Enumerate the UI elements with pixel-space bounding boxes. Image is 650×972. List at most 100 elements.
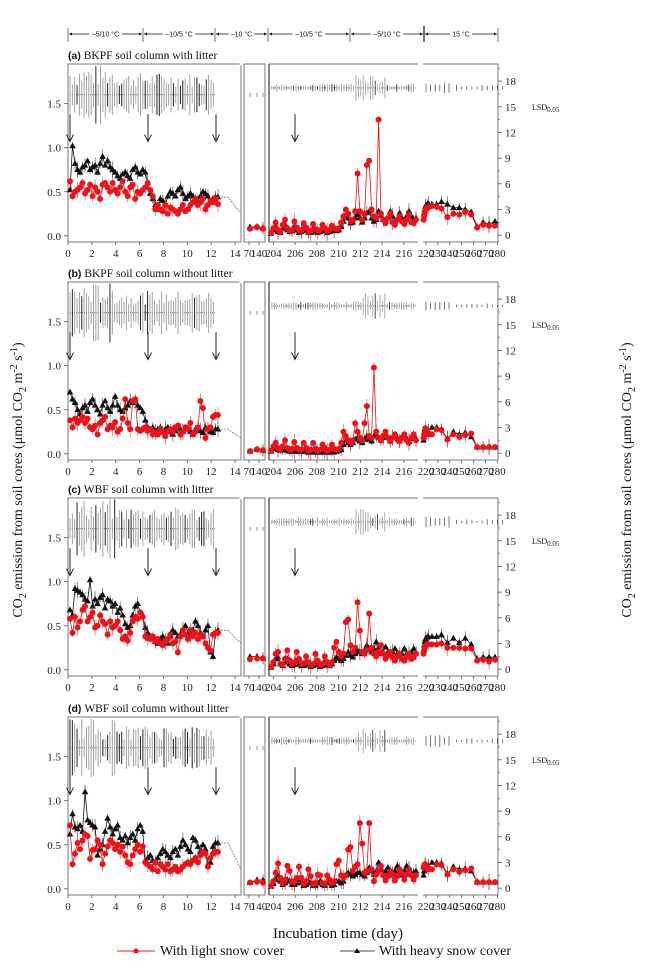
arrowhead-icon [66, 787, 74, 796]
x-tick-label: 260 [465, 682, 482, 694]
data-point [345, 210, 352, 217]
data-point [405, 866, 412, 873]
panel-d: (d) WBF soil column without litter 0.0 0.5… [47, 703, 560, 913]
data-point [104, 631, 111, 638]
data-point [72, 415, 79, 422]
x-tick-label: 206 [287, 466, 304, 478]
segment-frame [67, 497, 242, 677]
data-point [380, 872, 387, 879]
panel-title: (d) WBF soil column without litter [68, 703, 229, 715]
data-point [119, 415, 126, 422]
data-point [368, 866, 375, 873]
data-point [359, 437, 366, 444]
arrowhead-icon [291, 787, 299, 796]
connector-line [218, 842, 242, 870]
data-point [99, 401, 106, 408]
data-point [96, 410, 104, 417]
data-point [121, 620, 129, 627]
data-point [199, 633, 206, 640]
data-point [114, 190, 121, 197]
data-point [182, 631, 189, 638]
x-tick-label: 280 [489, 901, 506, 913]
data-point [398, 870, 405, 877]
data-point [293, 649, 300, 656]
data-point [382, 220, 389, 227]
data-point [72, 613, 79, 620]
data-point [184, 206, 191, 213]
series-light-seg2 [247, 222, 266, 235]
y-axis-title-left: CO2 emission from soil cores (μmol CO2 m… [9, 342, 29, 618]
data-point [305, 866, 312, 873]
series-light-seg3 [268, 596, 419, 673]
series-light-seg4 [420, 420, 499, 456]
x-tick-label: 12 [206, 466, 217, 478]
data-point [428, 431, 435, 438]
data-point [199, 841, 207, 848]
x-tick-label: 4 [113, 901, 119, 913]
data-point [172, 638, 179, 645]
data-point [486, 444, 493, 451]
data-point [101, 161, 109, 168]
data-point [114, 821, 121, 828]
data-point [129, 852, 136, 859]
x-tick-label: 2 [89, 682, 95, 694]
data-point [162, 848, 169, 855]
data-point [174, 851, 182, 858]
data-point [179, 201, 186, 208]
data-point [106, 823, 114, 830]
x-tick-label: 6 [137, 682, 143, 694]
data-point [136, 821, 144, 828]
data-point [349, 216, 356, 223]
data-point [492, 879, 499, 886]
arrowhead-icon [212, 787, 220, 796]
arrowhead-icon [351, 32, 354, 36]
data-point [67, 178, 73, 185]
data-point [96, 160, 104, 166]
data-point [317, 446, 324, 453]
data-point [438, 631, 445, 638]
data-point [491, 217, 499, 224]
x-tick-label: 214 [374, 466, 391, 478]
x-tick-label: 206 [287, 901, 304, 913]
regime-label: –10 °C [231, 31, 252, 39]
data-point [405, 211, 412, 218]
data-point [119, 178, 126, 185]
data-point [106, 408, 114, 414]
x-tick-label: 220 [418, 901, 435, 913]
data-point [86, 399, 94, 406]
temperature-regime-bar: –5/10 °C –10/5 °C –10 °C –10/5 °C –5/10 °C 15… [67, 26, 499, 42]
x-tick-label: 70 [244, 466, 256, 478]
data-point [122, 396, 129, 403]
data-point [202, 206, 209, 213]
data-point [275, 649, 282, 656]
data-point [462, 432, 469, 439]
arrowhead-icon [212, 134, 220, 143]
x-tick-label: 214 [374, 682, 391, 694]
x-tick-label: 208 [309, 682, 326, 694]
data-point [124, 839, 131, 846]
data-point [260, 655, 266, 662]
data-point [74, 406, 81, 413]
data-point [104, 404, 111, 411]
legend-marker-triangle-icon [354, 948, 360, 953]
panel-title-text: BKPF soil column without litter [84, 268, 232, 280]
data-point [84, 618, 91, 625]
data-point [104, 184, 111, 191]
x-tick-label: 140 [251, 682, 268, 694]
panel-title-text: WBF soil column without litter [84, 703, 229, 715]
data-point [401, 876, 408, 883]
data-point [129, 181, 136, 188]
data-point [335, 445, 342, 452]
data-point [209, 653, 217, 659]
data-point [391, 645, 399, 651]
temperature-regime: –10 °C [214, 28, 267, 42]
data-point [254, 655, 260, 662]
data-point [89, 609, 96, 616]
data-point [134, 600, 142, 607]
data-point [321, 880, 328, 887]
data-point [77, 846, 84, 853]
data-point [192, 836, 199, 843]
x-tick-label: 6 [137, 466, 143, 478]
data-point [373, 215, 380, 222]
data-point [450, 431, 457, 438]
